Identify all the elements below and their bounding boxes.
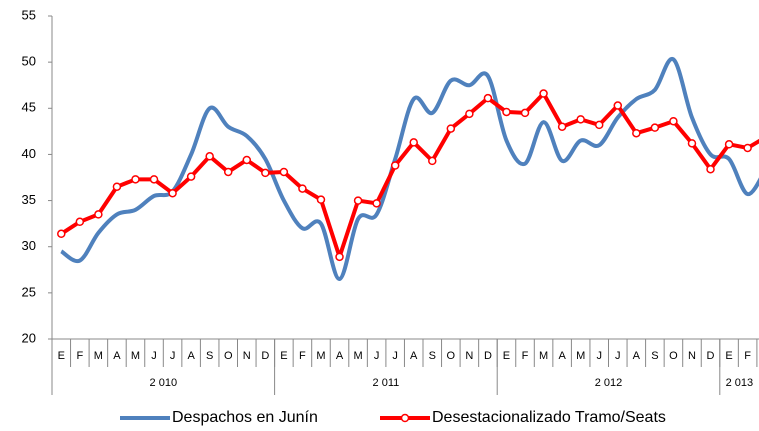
x-tick-label: M <box>131 350 140 362</box>
x-tick-label: J <box>151 350 157 362</box>
point-marker <box>131 175 140 184</box>
x-tick-label: A <box>113 350 121 362</box>
point-marker <box>57 229 66 239</box>
x-tick-label: M <box>94 350 103 362</box>
x-tick-label: E <box>503 350 510 362</box>
point-marker <box>724 140 734 149</box>
point-marker <box>316 195 326 204</box>
x-tick-label: S <box>429 350 436 362</box>
y-tick-label: 55 <box>22 7 36 22</box>
point-marker <box>483 93 493 103</box>
x-tick-label: J <box>615 350 621 362</box>
point-marker <box>298 184 307 193</box>
x-tick-label: E <box>280 350 287 362</box>
x-tick-label: S <box>651 350 658 362</box>
point-marker <box>261 168 270 178</box>
point-marker <box>446 124 456 133</box>
x-tick-label: O <box>224 350 233 362</box>
x-tick-label: A <box>410 350 418 362</box>
year-label: 2 013 <box>726 377 754 389</box>
x-tick-label: O <box>447 350 456 362</box>
x-tick-label: N <box>465 350 473 362</box>
point-marker <box>279 167 289 177</box>
x-tick-label: A <box>187 350 195 362</box>
point-marker <box>390 161 400 170</box>
x-tick-label: A <box>558 350 566 362</box>
x-tick-label: M <box>576 350 585 362</box>
x-tick-label: M <box>316 350 325 362</box>
y-tick-label: 40 <box>22 146 36 161</box>
point-marker <box>669 116 678 126</box>
year-label: 2 011 <box>373 377 400 389</box>
point-marker <box>75 217 85 227</box>
point-marker <box>520 108 530 118</box>
point-marker <box>242 155 252 165</box>
y-tick-label: 35 <box>22 192 36 207</box>
point-marker <box>428 156 437 166</box>
year-label: 2 010 <box>150 377 178 389</box>
x-tick-label: A <box>336 350 344 362</box>
y-tick-label: 25 <box>22 284 36 299</box>
point-marker <box>168 188 177 198</box>
x-tick-label: M <box>539 350 548 362</box>
legend-label: Desestacionalizado Tramo/Seats <box>432 409 666 426</box>
x-tick-label: A <box>633 350 641 362</box>
x-tick-label: E <box>725 350 732 362</box>
x-tick-label: J <box>392 350 398 362</box>
point-marker <box>539 89 548 98</box>
x-tick-label: O <box>669 350 678 362</box>
point-marker <box>223 167 233 177</box>
point-marker <box>706 164 715 174</box>
x-tick-label: D <box>484 350 492 362</box>
series-line <box>60 91 759 259</box>
x-tick-label: E <box>58 350 65 362</box>
point-marker <box>94 210 103 219</box>
point-marker <box>409 138 418 147</box>
x-tick-label: N <box>243 350 251 362</box>
point-marker <box>594 120 604 130</box>
x-tick-label: M <box>353 350 362 362</box>
point-marker <box>205 152 214 161</box>
x-tick-label: J <box>374 350 380 362</box>
y-tick-label: 30 <box>22 238 36 253</box>
x-tick-label: D <box>707 350 715 362</box>
series-line <box>60 57 759 282</box>
point-marker <box>557 122 567 131</box>
x-tick-label: S <box>206 350 213 362</box>
point-marker <box>149 175 159 184</box>
y-tick-label: 45 <box>22 100 36 115</box>
x-tick-label: J <box>596 350 602 362</box>
x-tick-label: F <box>744 350 751 362</box>
point-marker <box>372 199 381 208</box>
legend-label: Despachos en Junín <box>172 409 318 426</box>
point-marker <box>186 172 196 181</box>
point-marker <box>687 139 697 148</box>
point-marker <box>335 252 344 262</box>
point-marker <box>465 109 474 119</box>
x-tick-label: F <box>522 350 529 362</box>
y-tick-label: 50 <box>22 54 36 69</box>
x-tick-label: J <box>170 350 176 362</box>
point-marker <box>650 123 660 132</box>
point-marker <box>632 128 641 138</box>
point-marker <box>112 182 122 191</box>
y-tick-label: 20 <box>22 330 36 345</box>
point-marker <box>502 107 511 117</box>
point-marker <box>353 196 363 205</box>
x-tick-label: N <box>688 350 696 362</box>
legend-marker <box>400 413 410 423</box>
year-label: 2 012 <box>595 377 623 389</box>
point-marker <box>613 101 623 110</box>
x-tick-label: F <box>299 350 306 362</box>
point-marker <box>576 115 585 124</box>
x-tick-label: F <box>76 350 83 362</box>
point-marker <box>743 143 752 153</box>
x-tick-label: D <box>261 350 269 362</box>
